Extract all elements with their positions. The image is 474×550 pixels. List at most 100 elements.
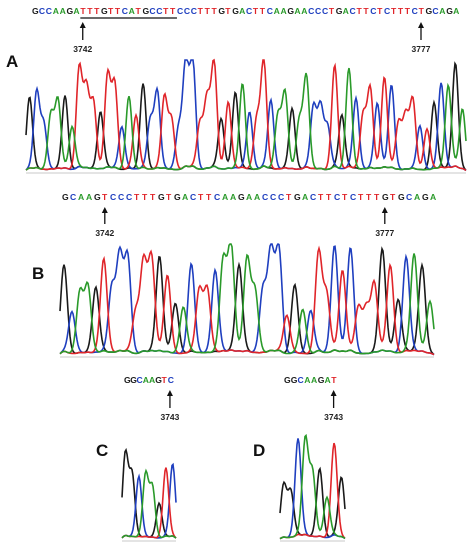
panel-c: GGCAAGTC 3743 C (96, 375, 180, 542)
base-letter: G (94, 192, 101, 202)
base-letter: T (136, 6, 142, 16)
base-letter: A (60, 6, 66, 16)
sequence-d: GGCAAGAT (284, 375, 337, 385)
marker-arrow-head (417, 22, 424, 28)
base-letter: A (246, 192, 252, 202)
base-letter: C (262, 192, 268, 202)
base-letter: A (239, 6, 245, 16)
base-letter: C (190, 192, 196, 202)
base-letter: A (453, 6, 459, 16)
base-letter: T (358, 192, 364, 202)
base-letter: T (166, 192, 172, 202)
base-letter: C (122, 6, 128, 16)
base-letter: A (129, 6, 135, 16)
base-letter: T (390, 192, 396, 202)
base-letter: T (198, 6, 204, 16)
panel-label-d: D (253, 441, 265, 460)
base-letter: A (222, 192, 228, 202)
base-letter: A (325, 375, 331, 385)
base-letter: G (124, 375, 131, 385)
base-letter: C (118, 192, 124, 202)
base-letter: C (322, 6, 328, 16)
base-letter: T (391, 6, 397, 16)
base-letter: A (149, 375, 155, 385)
base-letter: A (439, 6, 445, 16)
base-letter: T (286, 192, 292, 202)
panel-label-b: B (32, 264, 44, 283)
chromatogram-d (279, 433, 346, 542)
base-letter: T (405, 6, 411, 16)
base-letter: C (308, 6, 314, 16)
base-letter: T (377, 6, 383, 16)
trace-g (59, 246, 435, 356)
base-letter: A (86, 192, 92, 202)
base-letter: A (254, 192, 260, 202)
base-letter: A (230, 192, 236, 202)
markers-b: 3742 3777 (95, 207, 395, 238)
base-letter: A (301, 6, 307, 16)
base-letter: C (177, 6, 183, 16)
base-letter: G (336, 6, 343, 16)
base-letter: G (101, 6, 108, 16)
base-letter: T (260, 6, 266, 16)
base-letter: C (191, 6, 197, 16)
base-letter: G (422, 192, 429, 202)
base-letter: C (149, 6, 155, 16)
base-letter: C (412, 6, 418, 16)
base-letter: A (294, 6, 300, 16)
base-letter: G (174, 192, 181, 202)
marker-arrow-head (381, 207, 388, 213)
panel-d: GGCAAGAT 3743 D (253, 375, 346, 542)
base-letter: C (39, 6, 45, 16)
base-letter: A (311, 375, 317, 385)
marker-arrow-head (166, 390, 173, 396)
base-letter: G (130, 375, 137, 385)
base-letter: T (329, 6, 335, 16)
markers-c: 3743 (160, 390, 180, 422)
base-letter: T (150, 192, 156, 202)
base-letter: A (343, 6, 349, 16)
chromatogram-b (59, 242, 435, 358)
trace-g (279, 466, 346, 538)
base-letter: C (168, 375, 174, 385)
base-letter: G (67, 6, 74, 16)
base-letter: T (108, 6, 114, 16)
base-letter: T (253, 6, 259, 16)
base-letter: T (94, 6, 100, 16)
panel-b: GC A A GT C C C T T T GT GA C T T C A A GA A C C C T GA C T T C T C T T T… (32, 192, 436, 358)
base-letter: A (182, 192, 188, 202)
base-letter: T (205, 6, 211, 16)
base-letter: G (318, 375, 325, 385)
panel-label-c: C (96, 441, 108, 460)
base-letter: C (126, 192, 132, 202)
base-letter: C (310, 192, 316, 202)
base-letter: T (134, 192, 140, 202)
base-letter: T (342, 192, 348, 202)
base-letter: G (232, 6, 239, 16)
marker-arrow-head (101, 207, 108, 213)
base-letter: C (406, 192, 412, 202)
base-letter: C (278, 192, 284, 202)
marker-arrow-head (330, 390, 337, 396)
base-letter: C (137, 375, 143, 385)
marker-position-label: 3777 (375, 228, 394, 238)
base-letter: T (225, 6, 231, 16)
base-letter: T (206, 192, 212, 202)
base-letter: T (356, 6, 362, 16)
base-letter: T (163, 6, 169, 16)
base-letter: C (432, 6, 438, 16)
base-letter: G (62, 192, 69, 202)
base-letter: T (87, 6, 93, 16)
base-letter: G (238, 192, 245, 202)
base-letter: T (326, 192, 332, 202)
base-letter: T (374, 192, 380, 202)
base-letter: A (302, 192, 308, 202)
base-letter: G (446, 6, 453, 16)
base-letter: T (318, 192, 324, 202)
base-letter: T (198, 192, 204, 202)
base-letter: G (284, 375, 291, 385)
base-letter: A (53, 6, 59, 16)
marker-position-label: 3742 (73, 44, 92, 54)
base-letter: T (211, 6, 217, 16)
trace-a (279, 433, 346, 540)
